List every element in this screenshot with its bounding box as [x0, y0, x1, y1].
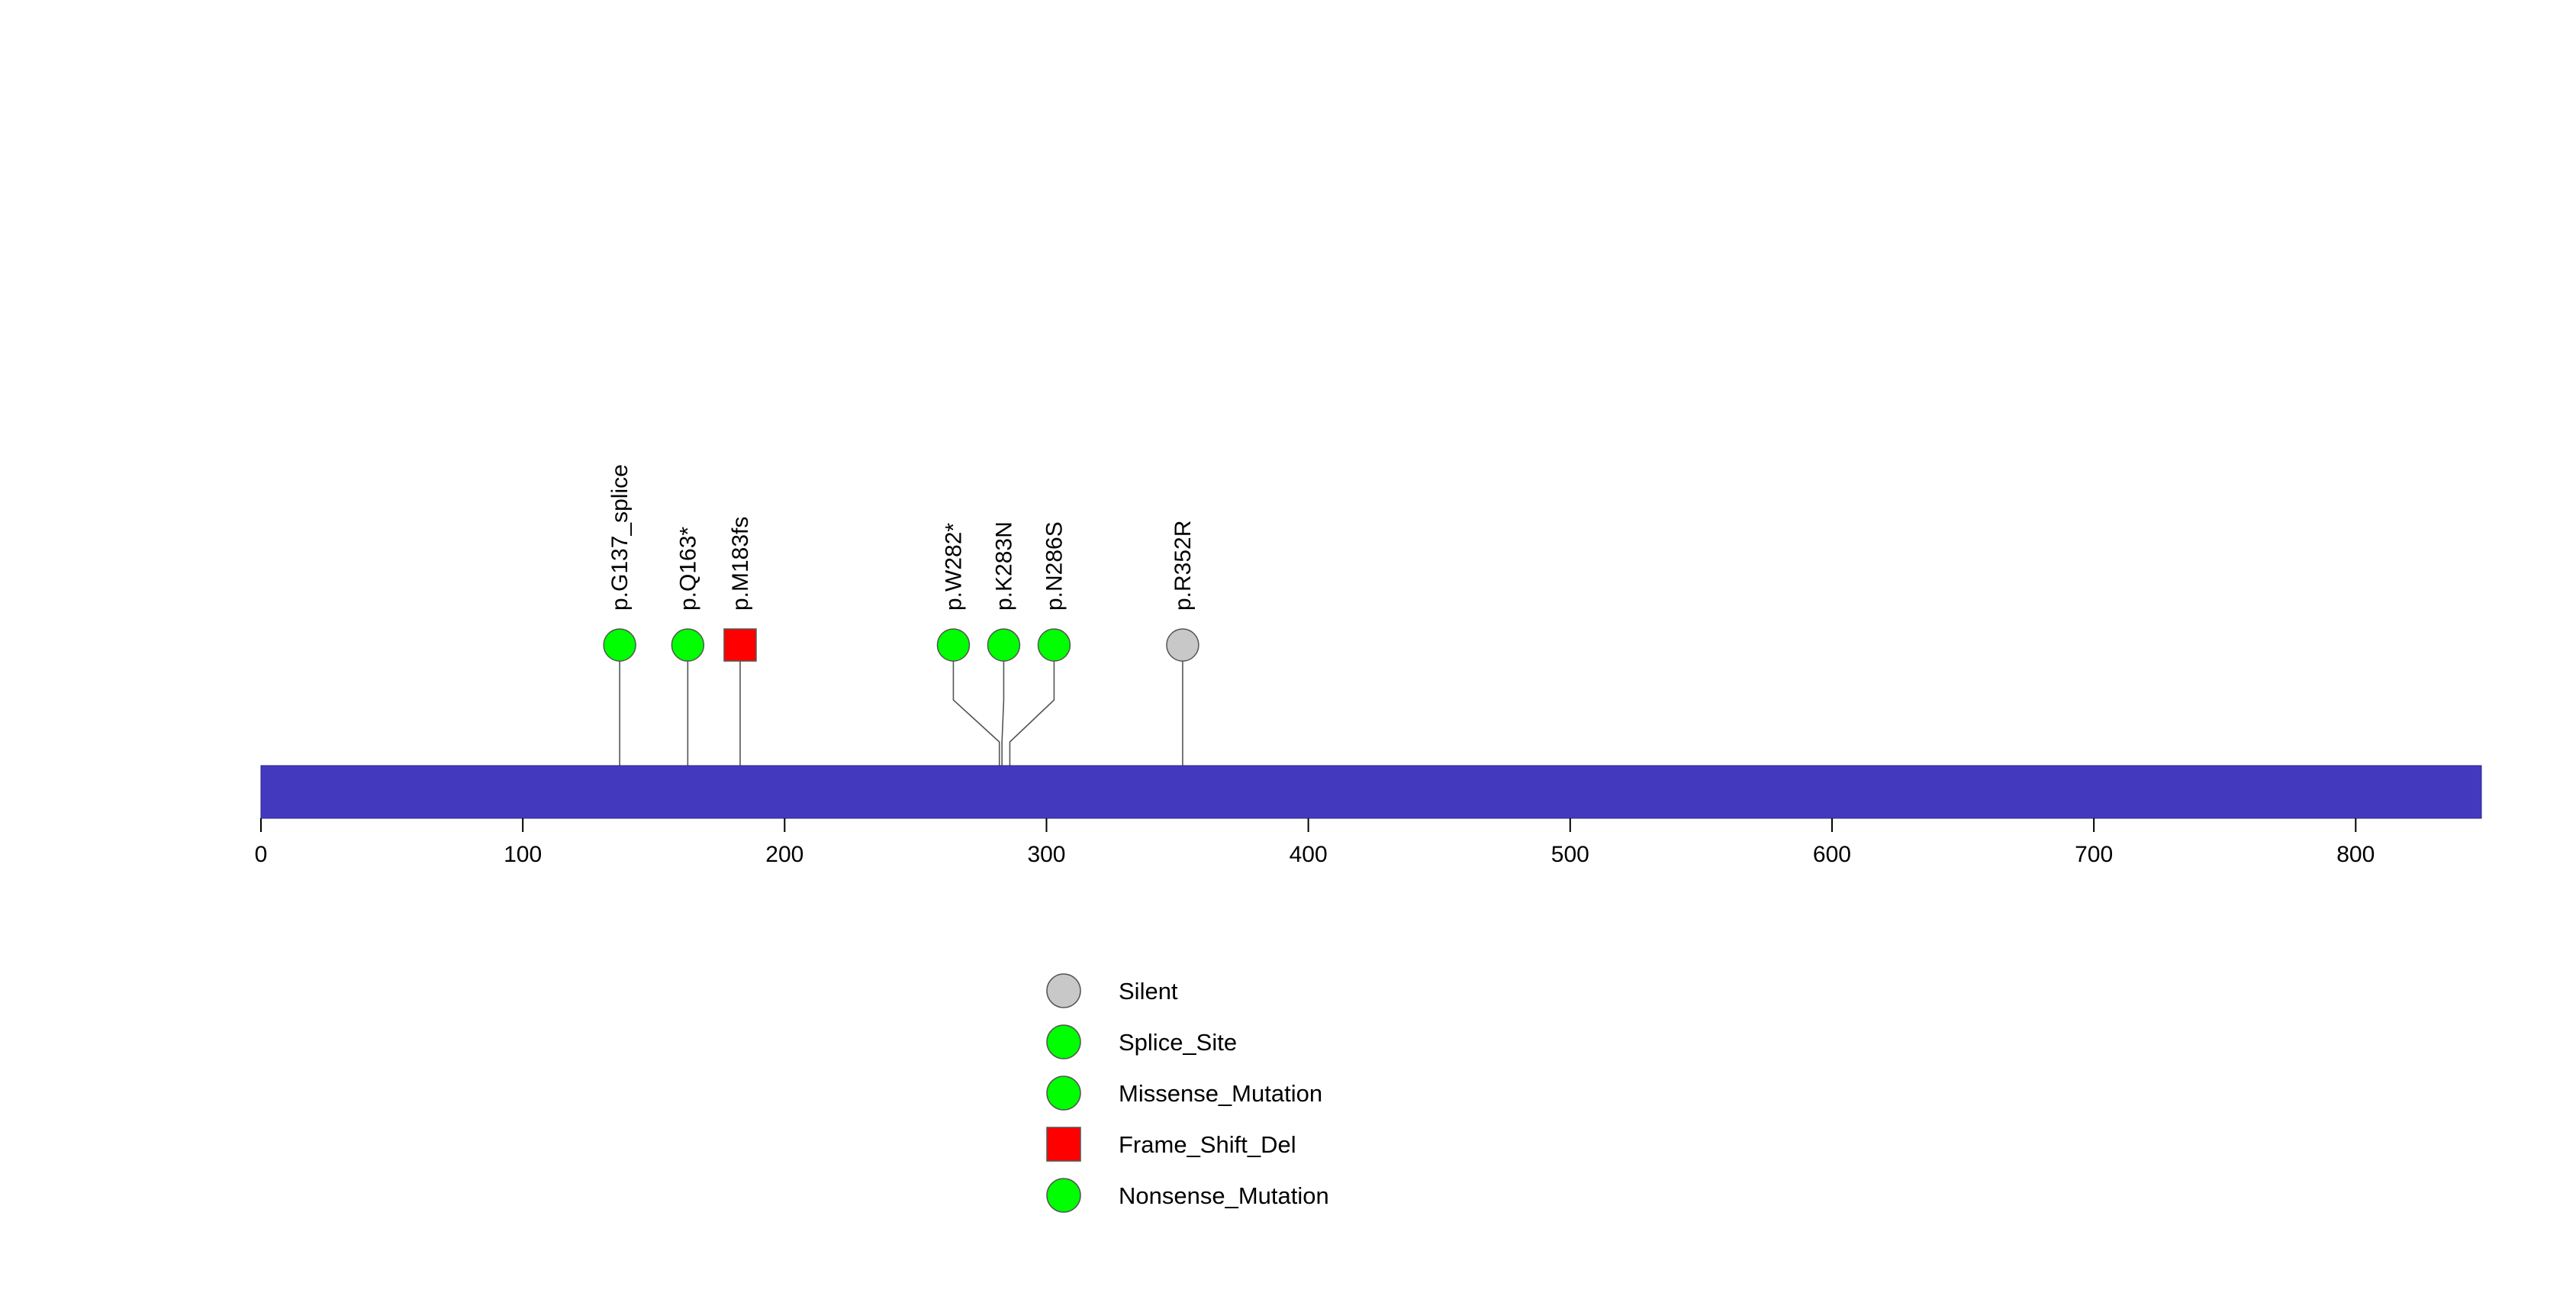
- mutation-marker-circle: [671, 628, 705, 662]
- legend-swatch-circle: [1046, 973, 1081, 1008]
- mutation-label: p.Q163*: [675, 527, 700, 611]
- mutation-label: p.G137_splice: [607, 464, 633, 611]
- mutation-markers: [603, 628, 1199, 662]
- x-tick-label: 800: [2336, 842, 2375, 867]
- mutation-marker-circle: [1166, 628, 1199, 662]
- x-tick-label: 0: [255, 842, 268, 867]
- mutation-marker-circle: [1037, 628, 1071, 662]
- x-axis: 0 100 200 300 400 500 600 700 800: [255, 818, 2375, 867]
- legend-swatch-square: [1046, 1127, 1081, 1162]
- mutation-label: p.K283N: [991, 521, 1016, 611]
- mutation-marker-circle: [936, 628, 971, 662]
- x-tick-label: 600: [1813, 842, 1851, 867]
- legend-swatch-circle: [1046, 1076, 1081, 1111]
- x-tick-label: 100: [504, 842, 542, 867]
- mutation-marker-circle: [987, 628, 1021, 662]
- legend-label: Silent: [1119, 978, 1178, 1005]
- legend-label: Frame_Shift_Del: [1119, 1131, 1296, 1158]
- legend-label: Nonsense_Mutation: [1119, 1182, 1329, 1209]
- mutation-label: p.R352R: [1170, 521, 1196, 611]
- legend-label: Missense_Mutation: [1119, 1080, 1322, 1107]
- x-tick-label: 500: [1551, 842, 1589, 867]
- x-tick-label: 400: [1290, 842, 1328, 867]
- legend-swatch-circle: [1046, 1178, 1081, 1213]
- mutation-marker-circle: [603, 628, 636, 662]
- mutation-marker-square: [723, 628, 757, 662]
- x-tick-label: 200: [765, 842, 803, 867]
- legend: Silent Splice_Site Missense_Mutation Frame_…: [1046, 973, 1329, 1213]
- protein-domain-bar: [260, 765, 2482, 819]
- legend-swatch-circle: [1046, 1024, 1081, 1059]
- x-tick-label: 700: [2075, 842, 2113, 867]
- mutation-labels: p.G137_splice p.Q163* p.M183fs p.W282* p.K28…: [607, 464, 1196, 611]
- mutation-label: p.W282*: [941, 523, 966, 611]
- mutation-label: p.N286S: [1042, 521, 1067, 611]
- x-tick-label: 300: [1027, 842, 1065, 867]
- mutation-label: p.M183fs: [728, 517, 753, 611]
- legend-label: Splice_Site: [1119, 1029, 1237, 1056]
